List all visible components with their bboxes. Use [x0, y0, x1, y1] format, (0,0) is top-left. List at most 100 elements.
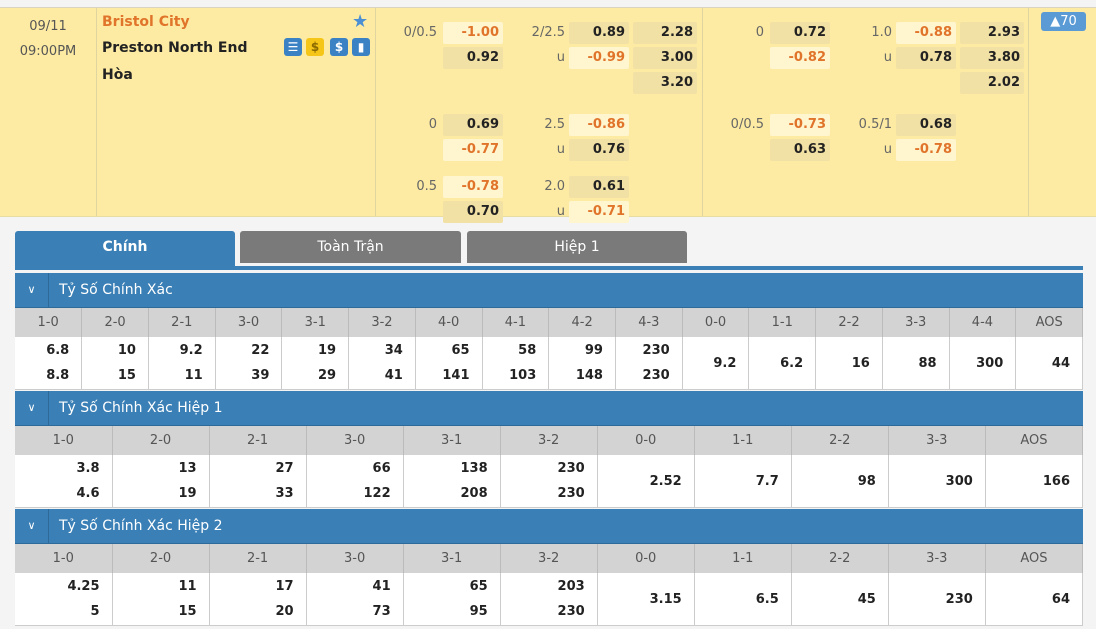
score-odds-cell[interactable]: 17 20 [209, 573, 307, 626]
1x2-odds[interactable]: 3.20 [633, 72, 697, 94]
score-odds-cell[interactable]: 138 208 [403, 455, 501, 508]
score-odds-cell[interactable]: 65 95 [403, 573, 501, 626]
odds-value[interactable]: 19 [178, 486, 197, 501]
odds-value[interactable]: 15 [117, 368, 136, 383]
under-odds[interactable]: -0.78 [896, 139, 956, 161]
odds-value[interactable]: 300 [976, 355, 1004, 371]
handicap-home-odds[interactable]: -1.00 [443, 22, 503, 44]
odds-value[interactable]: 33 [275, 486, 294, 501]
handicap-away-odds[interactable]: -0.82 [770, 47, 830, 69]
score-odds-cell[interactable]: 19 29 [281, 337, 350, 390]
score-odds-cell[interactable]: 3.15 [597, 573, 695, 626]
odds-value[interactable]: 5 [90, 604, 100, 619]
section-header[interactable]: ∨ Tỷ Số Chính Xác [15, 273, 1083, 308]
odds-value[interactable]: 6.5 [755, 591, 779, 607]
tab-chinh[interactable]: Chính [15, 231, 235, 267]
score-odds-cell[interactable]: 9.2 [682, 337, 750, 390]
odds-value[interactable]: 138 [460, 461, 488, 476]
score-odds-cell[interactable]: 34 41 [348, 337, 416, 390]
score-odds-cell[interactable]: 300 [888, 455, 986, 508]
odds-value[interactable]: 6.8 [46, 343, 70, 358]
odds-value[interactable]: 3.15 [649, 591, 682, 607]
odds-value[interactable]: 41 [372, 579, 391, 594]
odds-value[interactable]: 122 [363, 486, 391, 501]
odds-value[interactable]: 203 [557, 579, 585, 594]
odds-value[interactable]: 6.2 [780, 355, 804, 371]
score-odds-cell[interactable]: 9.2 11 [148, 337, 216, 390]
score-odds-cell[interactable]: 6.5 [694, 573, 792, 626]
score-odds-cell[interactable]: 2.52 [597, 455, 695, 508]
odds-value[interactable]: 65 [451, 343, 470, 358]
over-odds[interactable]: 0.68 [896, 114, 956, 136]
odds-value[interactable]: 29 [318, 368, 337, 383]
handicap-home-odds[interactable]: 0.69 [443, 114, 503, 136]
odds-value[interactable]: 44 [1051, 355, 1070, 371]
under-odds[interactable]: 0.76 [569, 139, 629, 161]
1x2-odds[interactable]: 2.28 [633, 22, 697, 44]
odds-value[interactable]: 166 [1042, 473, 1070, 489]
tab-toan-tran[interactable]: Toàn Trận [240, 231, 461, 263]
odds-value[interactable]: 13 [178, 461, 197, 476]
score-odds-cell[interactable]: 66 122 [306, 455, 404, 508]
odds-value[interactable]: 45 [857, 591, 876, 607]
tab-hiep-1[interactable]: Hiệp 1 [467, 231, 687, 263]
chevron-down-icon[interactable]: ∨ [15, 391, 49, 425]
odds-value[interactable]: 41 [384, 368, 403, 383]
odds-value[interactable]: 22 [251, 343, 270, 358]
odds-value[interactable]: 11 [184, 368, 203, 383]
under-odds[interactable]: 0.78 [896, 47, 956, 69]
handicap-home-odds[interactable]: 0.72 [770, 22, 830, 44]
odds-value[interactable]: 9.2 [179, 343, 203, 358]
score-odds-cell[interactable]: 10 15 [81, 337, 149, 390]
odds-value[interactable]: 64 [1051, 591, 1070, 607]
favorite-star-icon[interactable]: ★ [352, 11, 369, 32]
odds-value[interactable]: 58 [518, 343, 537, 358]
score-odds-cell[interactable]: 6.8 8.8 [15, 337, 83, 390]
odds-value[interactable]: 9.2 [713, 355, 737, 371]
score-odds-cell[interactable]: 27 33 [209, 455, 307, 508]
odds-value[interactable]: 230 [557, 486, 585, 501]
score-odds-cell[interactable]: 98 [791, 455, 889, 508]
home-team[interactable]: Bristol City [102, 14, 190, 30]
over-odds[interactable]: 0.61 [569, 176, 629, 198]
score-odds-cell[interactable]: 88 [882, 337, 950, 390]
odds-value[interactable]: 66 [372, 461, 391, 476]
handicap-away-odds[interactable]: -0.77 [443, 139, 503, 161]
odds-value[interactable]: 148 [575, 368, 603, 383]
stats-icon[interactable]: ▮ [352, 38, 370, 56]
1x2-odds[interactable]: 2.02 [960, 72, 1024, 94]
odds-value[interactable]: 8.8 [46, 368, 70, 383]
handicap-away-odds[interactable]: 0.70 [443, 201, 503, 223]
odds-value[interactable]: 15 [178, 604, 197, 619]
odds-value[interactable]: 3.8 [76, 461, 100, 476]
odds-value[interactable]: 16 [851, 355, 870, 371]
odds-value[interactable]: 65 [469, 579, 488, 594]
1x2-odds[interactable]: 3.00 [633, 47, 697, 69]
odds-value[interactable]: 39 [251, 368, 270, 383]
score-odds-cell[interactable]: 58 103 [482, 337, 550, 390]
odds-value[interactable]: 20 [275, 604, 294, 619]
away-team[interactable]: Preston North End [102, 40, 248, 56]
score-odds-cell[interactable]: 13 19 [112, 455, 210, 508]
odds-value[interactable]: 34 [384, 343, 403, 358]
scoreboard-icon[interactable]: ☰ [284, 38, 302, 56]
more-odds-badge[interactable]: ▲70 [1041, 12, 1086, 31]
section-header[interactable]: ∨ Tỷ Số Chính Xác Hiệp 1 [15, 391, 1083, 426]
over-odds[interactable]: -0.86 [569, 114, 629, 136]
odds-value[interactable]: 141 [442, 368, 470, 383]
odds-value[interactable]: 208 [460, 486, 488, 501]
dollar-icon[interactable]: $ [330, 38, 348, 56]
odds-value[interactable]: 230 [945, 591, 973, 607]
odds-value[interactable]: 27 [275, 461, 294, 476]
odds-value[interactable]: 2.52 [649, 473, 682, 489]
odds-value[interactable]: 4.25 [67, 579, 100, 594]
score-odds-cell[interactable]: 230 230 [500, 455, 598, 508]
odds-value[interactable]: 88 [918, 355, 937, 371]
score-odds-cell[interactable]: 230 230 [615, 337, 683, 390]
score-odds-cell[interactable]: 300 [949, 337, 1017, 390]
coin-icon[interactable]: $ [306, 38, 324, 56]
section-header[interactable]: ∨ Tỷ Số Chính Xác Hiệp 2 [15, 509, 1083, 544]
odds-value[interactable]: 10 [117, 343, 136, 358]
chevron-down-icon[interactable]: ∨ [15, 509, 49, 543]
odds-value[interactable]: 99 [584, 343, 603, 358]
